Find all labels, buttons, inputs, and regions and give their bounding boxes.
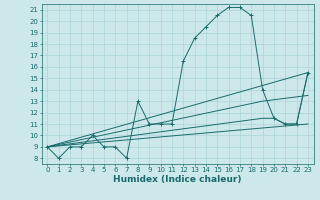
X-axis label: Humidex (Indice chaleur): Humidex (Indice chaleur) bbox=[113, 175, 242, 184]
